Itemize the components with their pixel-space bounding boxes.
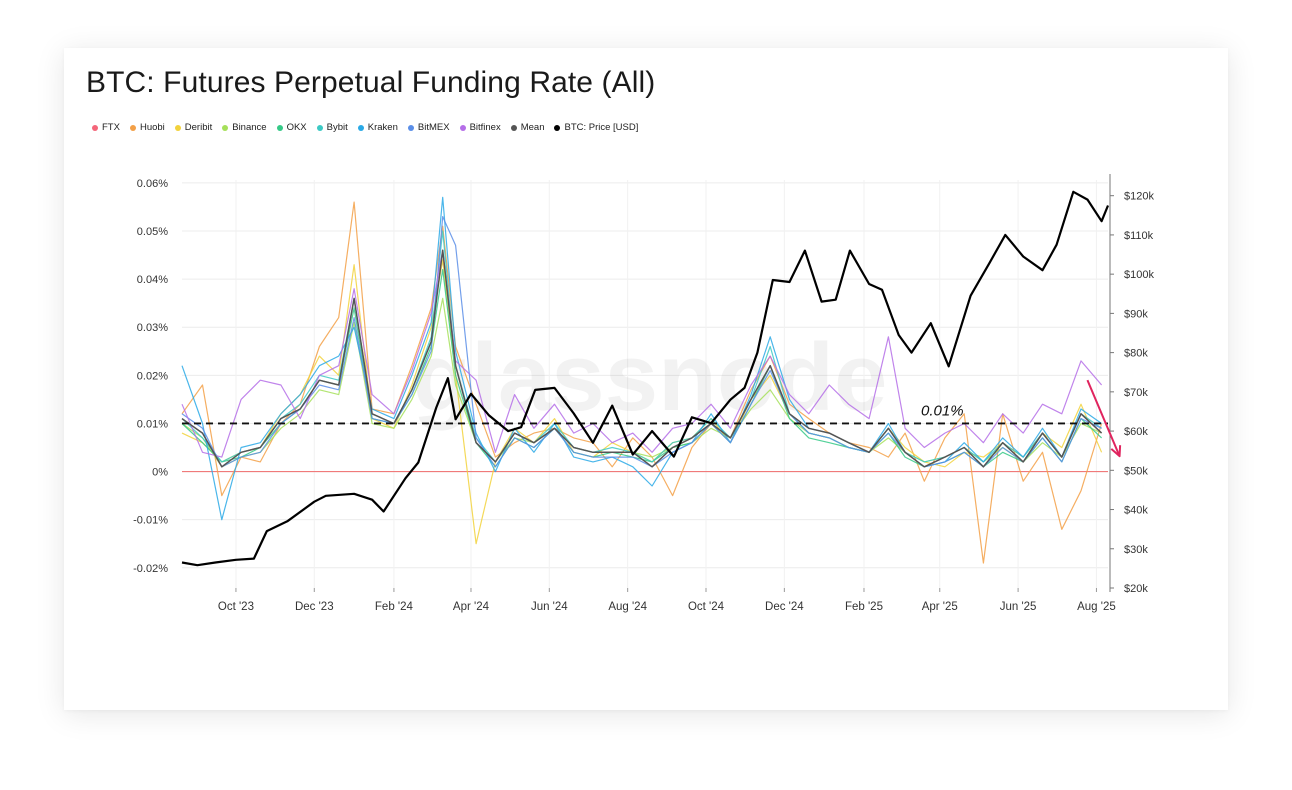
series-line-bitmex [181, 216, 1102, 468]
series-line-huobi [181, 201, 1103, 564]
legend-dot-icon [316, 124, 323, 131]
x-tick-label: Oct '24 [688, 601, 725, 613]
legend-dot-icon [276, 124, 283, 131]
legend-dot-icon [407, 124, 414, 131]
legend-label: Bybit [326, 122, 348, 133]
legend-dot-icon [174, 124, 181, 131]
y-left-tick-label: 0.01% [137, 418, 168, 430]
y-right-tick-label: $110k [1124, 230, 1154, 242]
series-line-bitfinex [181, 249, 1103, 458]
x-tick-label: Dec '24 [765, 601, 804, 613]
annotation-arrow-shaft [1086, 379, 1121, 457]
x-tick-label: Oct '23 [218, 601, 254, 613]
x-tick-label: Feb '25 [845, 601, 883, 613]
y-left-tick-label: -0.01% [133, 515, 168, 527]
y-right-tick-label: $120k [1124, 191, 1154, 203]
x-tick-label: Jun '25 [1000, 601, 1037, 613]
legend-label: Binance [232, 122, 267, 133]
legend-label: Bitfinex [469, 122, 501, 133]
y-right-tick-label: $40k [1124, 505, 1148, 517]
chart-title: BTC: Futures Perpetual Funding Rate (All… [86, 66, 656, 99]
x-tick-label: Aug '24 [608, 601, 647, 613]
legend-item[interactable]: OKX [276, 122, 307, 133]
annotation-arrow-head-icon [1110, 445, 1122, 458]
legend-label: Mean [520, 122, 545, 133]
legend-dot-icon [459, 124, 466, 131]
legend-label: FTX [102, 122, 120, 133]
y-left-tick-label: 0.06% [137, 178, 168, 190]
legend-dot-icon [357, 124, 364, 131]
legend-item[interactable]: Deribit [174, 122, 213, 133]
y-right-tick-label: $90k [1124, 308, 1148, 320]
legend-item[interactable]: Huobi [129, 122, 165, 133]
y-left-tick-label: 0.03% [137, 322, 168, 334]
x-tick-label: Aug '25 [1077, 601, 1116, 613]
legend-item[interactable]: BitMEX [407, 122, 450, 133]
y-right-tick-label: $50k [1124, 465, 1148, 477]
watermark-logo: glassnode [413, 324, 888, 431]
chart-legend: FTX Huobi Deribit Binance OKX Bybit Kraken BitM… [92, 122, 648, 133]
x-tick-label: Apr '24 [453, 601, 490, 613]
legend-label: Huobi [139, 122, 165, 133]
y-right-tick-label: $100k [1124, 269, 1154, 281]
x-tick-label: Dec '23 [295, 601, 334, 613]
legend-dot-icon [222, 124, 229, 131]
series-line-btc-price [181, 190, 1110, 567]
legend-label: OKX [286, 122, 307, 133]
legend-label: BTC: Price [USD] [564, 122, 639, 133]
legend-dot-icon [554, 124, 561, 131]
y-left-tick-label: 0% [152, 467, 168, 479]
y-left-tick-label: 0.05% [137, 226, 168, 238]
legend-dot-icon [510, 124, 517, 131]
legend-label: Kraken [367, 122, 398, 133]
legend-item[interactable]: FTX [92, 122, 120, 133]
x-tick-label: Feb '24 [375, 601, 414, 613]
legend-dot-icon [129, 124, 136, 131]
y-right-tick-label: $20k [1124, 583, 1148, 595]
legend-item[interactable]: BTC: Price [USD] [554, 122, 638, 133]
legend-item[interactable]: Kraken [357, 122, 398, 133]
chart-card: BTC: Futures Perpetual Funding Rate (All… [64, 48, 1228, 710]
y-left-tick-label: 0.04% [137, 274, 168, 286]
x-tick-label: Jun '24 [531, 601, 568, 613]
legend-item[interactable]: Mean [510, 122, 545, 133]
legend-label: Deribit [184, 122, 213, 133]
y-right-tick-label: $80k [1124, 348, 1148, 360]
y-left-tick-label: 0.02% [137, 370, 168, 382]
legend-label: BitMEX [417, 122, 450, 133]
legend-item[interactable]: Bitfinex [459, 122, 501, 133]
y-left-tick-label: -0.02% [133, 563, 168, 575]
legend-item[interactable]: Binance [222, 122, 267, 133]
legend-dot-icon [92, 124, 98, 131]
y-right-tick-label: $30k [1124, 544, 1148, 556]
y-right-tick-label: $60k [1124, 426, 1148, 438]
legend-item[interactable]: Bybit [316, 122, 348, 133]
y-right-tick-label: $70k [1124, 387, 1148, 399]
x-tick-label: Apr '25 [922, 601, 958, 613]
reference-line-label: 0.01% [921, 402, 964, 419]
